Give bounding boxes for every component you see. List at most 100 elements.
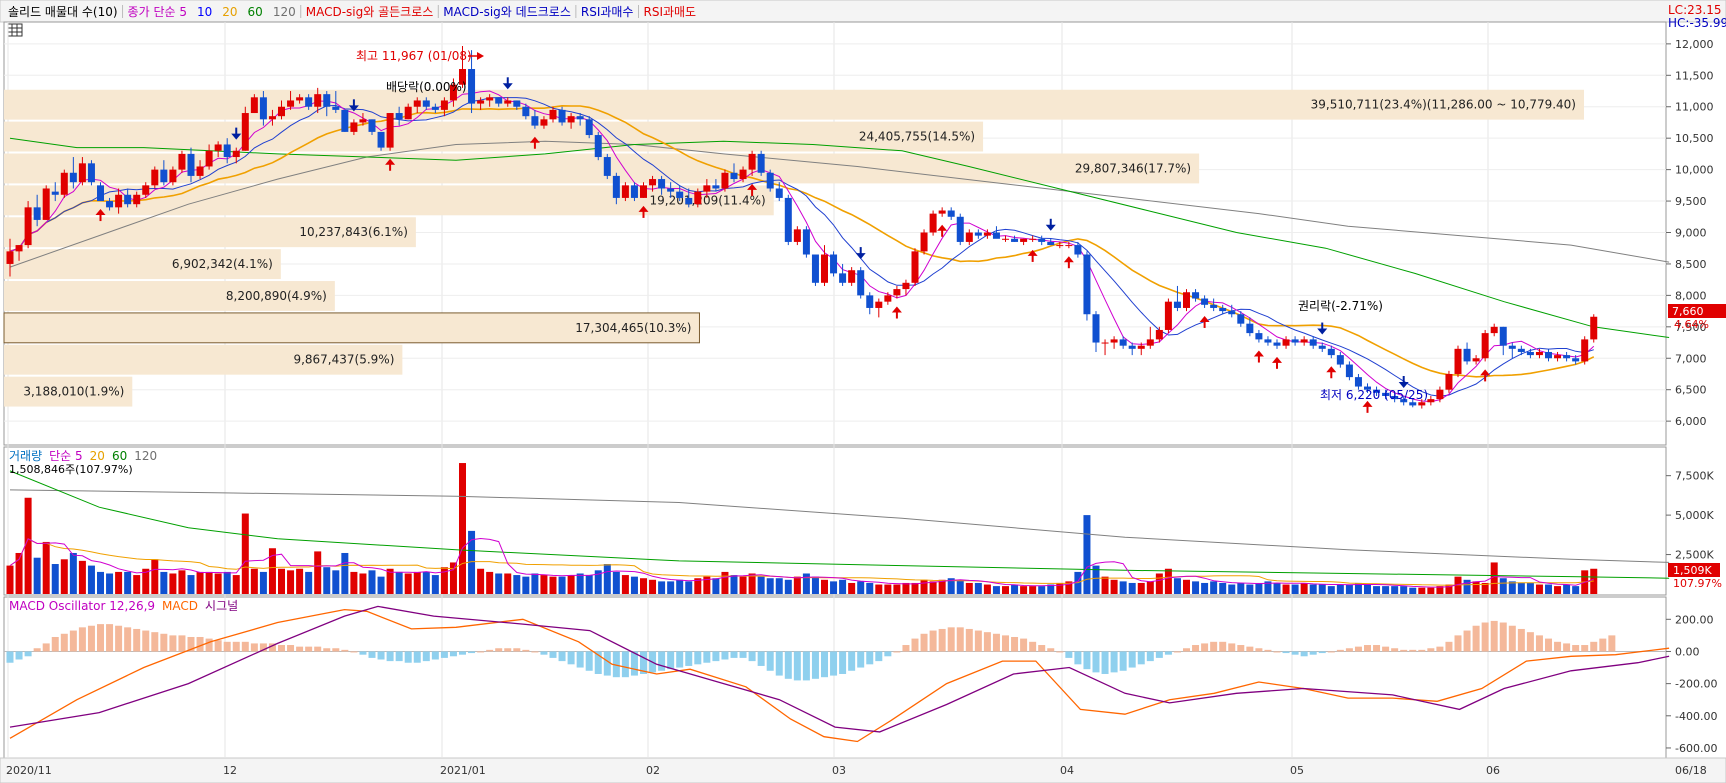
candle-body	[1382, 392, 1390, 396]
volume-bar	[1354, 582, 1362, 594]
macd-osc-bar	[875, 651, 883, 662]
macd-osc-bar	[1128, 651, 1136, 668]
volume-bar	[1237, 582, 1245, 594]
price-axis: 12,000 11,500 11,000 10,500 10,000 9,500 9,000…	[1666, 38, 1714, 428]
macd-osc-bar	[567, 651, 575, 665]
current-change: 4.64%	[1674, 318, 1709, 331]
volume-bar	[821, 579, 828, 594]
volume-bar	[97, 571, 104, 594]
lc-value: LC:23.15	[1668, 3, 1721, 17]
volume-bar	[1563, 584, 1571, 594]
candle-body	[811, 254, 819, 283]
volume-current-text: 1,508,846주(107.97%)	[9, 463, 133, 476]
volume-bar	[486, 571, 494, 594]
candle-body	[1173, 301, 1181, 308]
macd-osc-bar	[1038, 645, 1046, 652]
indicator-toolbar[interactable]: 솔리드 매물대 수(10) 종가 단순 5 10 20 60 120 MACD-sig와 골…	[8, 5, 696, 19]
volume-bar	[42, 541, 50, 594]
macd-osc-bar	[42, 643, 50, 652]
volume-profile-bar	[4, 217, 416, 248]
macd-osc-bar	[1273, 651, 1281, 653]
volume-bar	[567, 575, 575, 594]
candle-body	[549, 109, 557, 120]
current-price-badge	[1668, 304, 1726, 318]
volume-bar	[69, 552, 77, 594]
volume-bar	[350, 571, 358, 594]
volume-bar	[160, 571, 168, 594]
macd-osc-bar	[1436, 646, 1444, 652]
volume-bar	[495, 573, 503, 594]
volume-bar	[1273, 582, 1281, 594]
macd-osc-bar	[1309, 651, 1317, 655]
candle-body	[866, 295, 874, 308]
volume-bar	[1137, 582, 1145, 594]
macd-osc-bar	[332, 648, 340, 652]
macd-osc-bar	[703, 651, 711, 663]
macd-osc-bar	[223, 641, 231, 652]
price-tick-label: 10,500	[1675, 132, 1714, 145]
candle-body	[1300, 339, 1308, 343]
volume-bar	[1463, 579, 1471, 594]
candle-body	[748, 153, 756, 170]
candle-body	[956, 216, 964, 242]
volume-bar	[866, 582, 874, 594]
volume-profile-bar	[4, 344, 403, 375]
volume-bar	[902, 582, 910, 594]
macd-osc-bar	[821, 651, 828, 678]
price-tick-label: 8,000	[1675, 289, 1707, 302]
candle-body	[1427, 399, 1435, 403]
candle-body	[1065, 245, 1073, 247]
macd-osc-bar	[115, 625, 123, 652]
macd-osc-bar	[1056, 651, 1064, 653]
macd-osc-bar	[1201, 643, 1209, 652]
candle-body	[1291, 339, 1299, 343]
volume-bar	[1526, 582, 1534, 594]
candle-body	[1490, 326, 1498, 334]
volume-bar	[24, 497, 32, 594]
date-label: 12	[223, 764, 237, 777]
volume-bar	[513, 575, 521, 594]
date-axis-bar	[0, 757, 1726, 783]
volume-bar	[685, 581, 693, 594]
candle-body	[1581, 339, 1589, 362]
volume-bar	[142, 568, 150, 594]
volume-bar	[1418, 587, 1426, 594]
candle-body	[6, 251, 14, 264]
candle-body	[151, 169, 159, 186]
candle-body	[757, 153, 765, 173]
volume-bar	[1545, 584, 1552, 594]
macd-legend-item: 시그널	[205, 599, 238, 613]
candle-body	[431, 106, 439, 110]
grid-icon[interactable]	[7, 23, 23, 37]
volume-bar	[1047, 584, 1055, 594]
toolbar-item-7: MACD-sig와 데드크로스	[443, 5, 571, 19]
macd-osc-bar	[1164, 651, 1172, 655]
max-price-label: 최고 11,967 (01/08)	[356, 49, 472, 63]
buy-arrow-icon	[1326, 366, 1337, 373]
volume-bar	[305, 571, 313, 594]
volume-badge-pct: 107.97%	[1673, 577, 1722, 590]
volume-bar	[1264, 581, 1272, 594]
volume-profile-bar	[4, 281, 335, 311]
date-label: 2021/01	[440, 764, 486, 777]
macd-osc-bar	[1481, 622, 1489, 652]
macd-osc-bar	[1400, 649, 1408, 652]
candle-body	[594, 135, 602, 158]
macd-osc-bar	[1545, 638, 1552, 652]
macd-osc-bar	[314, 646, 322, 652]
volume-bar	[558, 576, 566, 594]
candle-body	[1535, 351, 1543, 356]
volume-bar	[1282, 584, 1290, 594]
macd-osc-bar	[1409, 649, 1417, 652]
volume-bar	[1056, 582, 1064, 594]
macd-osc-bar	[78, 627, 86, 652]
buy-arrow-icon	[1199, 315, 1210, 322]
macd-osc-bar	[1074, 651, 1082, 665]
sell-arrow-icon	[231, 133, 242, 140]
candle-body	[1327, 348, 1335, 356]
candle-body	[440, 100, 448, 110]
volume-bar	[449, 562, 457, 594]
volume-bar	[1128, 582, 1136, 594]
macd-tick-label: -600.00	[1675, 742, 1717, 755]
volume-bar	[830, 581, 838, 594]
